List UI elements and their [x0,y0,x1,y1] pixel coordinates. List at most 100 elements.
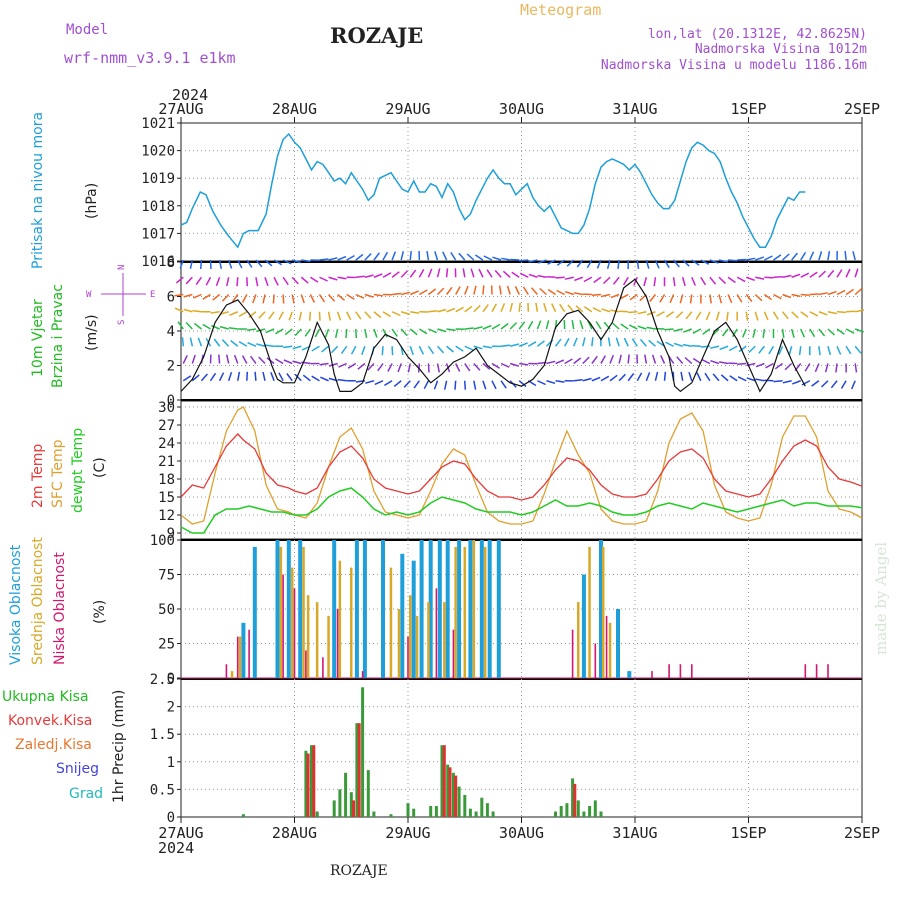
wind-barb [530,287,538,295]
wind-barb [709,276,717,285]
wind-barb [835,363,838,373]
cloud-low-bar [248,629,250,678]
wind-barb [300,294,305,304]
wind-ylabel-2: Brzina i Pravac [50,284,66,388]
wind-barb [791,273,801,278]
cloud-high-bar [496,540,501,678]
cloud-high-bar [627,671,632,678]
wind-barb [763,293,773,301]
wind-barb [284,328,293,336]
t2m-temp-line [180,433,863,501]
y-tick-label: 21 [158,454,175,470]
wind-barb [537,380,546,386]
wind-barb [576,259,584,268]
wind-barb [373,328,378,338]
wind-barb [364,328,368,338]
cloud-mid-bar [463,546,466,678]
cloud-mid-bar [415,615,419,678]
wind-barb [482,285,485,295]
wind-barb [755,378,765,382]
wind-barb [409,290,419,296]
wind-barb [555,380,565,383]
wind-barb [710,345,720,349]
wind-barb [818,270,827,278]
wind-barb [454,380,457,390]
wind-barb [192,309,202,313]
wind-barb [350,345,357,355]
wind-barb [292,345,302,350]
cloud-mid-bar [306,595,310,678]
wind-barb [648,339,656,347]
wind-barb [782,380,792,384]
wind-barb [745,311,749,321]
legend-zaledj-kisa: Zaledj.Kisa [15,737,92,753]
wind-barb [509,302,514,312]
wind-barb [591,293,602,297]
wind-barb [827,290,837,296]
wind-barb [191,354,196,364]
cloud-high-bar [419,540,424,678]
wind-barb [179,259,184,269]
precip-total-bar [463,794,467,817]
y-tick-label: 50 [158,602,175,618]
cloud-high-bar [616,609,620,678]
wind-barb [673,328,683,332]
wind-barb [382,272,392,278]
wind-barb [665,341,674,347]
wind-barb [718,294,723,304]
cloud-high-bar [581,574,586,678]
wind-barb [318,294,326,303]
wind-barb [764,255,773,261]
wind-barb [727,294,733,304]
wind-barb [688,371,693,381]
wind-barb [294,328,302,337]
legend-konvek-kisa: Konvek.Kisa [8,713,92,729]
wind-barb [365,380,375,384]
wind-barb [637,311,647,315]
wind-barb [345,328,348,339]
wind-barb [229,311,239,316]
wind-barb [672,277,676,287]
wind-barb [651,354,657,364]
wind-barb [768,345,775,355]
wind-barb [546,360,556,365]
wind-barb [818,311,828,316]
wind-barb [336,311,342,321]
wind-barb [509,343,520,347]
wind-barb [664,328,674,331]
wind-barb [736,294,743,303]
cloud-low-bar [668,664,670,678]
precip-total-bar [457,786,461,817]
y-tick-label: 1.5 [150,727,175,743]
wind-barb [727,276,736,284]
wind-barb [401,291,411,296]
wind-barb [639,338,647,347]
cloud-low-bar [361,671,364,678]
wind-barb [226,277,230,287]
wind-barb [811,380,820,387]
wind-barb [574,276,584,282]
wind-barb [518,321,526,330]
wind-barb [809,311,819,317]
wind-barb [494,269,502,278]
wind-barb [291,294,295,304]
wind-barb [609,354,614,364]
wind-barb [719,361,729,365]
wind-barb [669,294,675,304]
wind-barb [684,356,693,365]
x-tick-label-bottom: 29AUG [385,824,430,842]
wind-barb [573,292,583,296]
y-tick-label: 2 [167,359,175,375]
wind-barb [174,307,184,313]
wind-barb [209,372,217,382]
wind-barb [409,251,412,261]
wind-barb [567,304,575,313]
wind-barb [754,311,759,321]
wind-barb [418,289,428,296]
y-tick-label: 1019 [141,171,175,187]
wind-barb [337,276,347,280]
wind-barb [764,276,774,279]
wind-barb [426,250,430,261]
wind-barb [189,259,194,269]
